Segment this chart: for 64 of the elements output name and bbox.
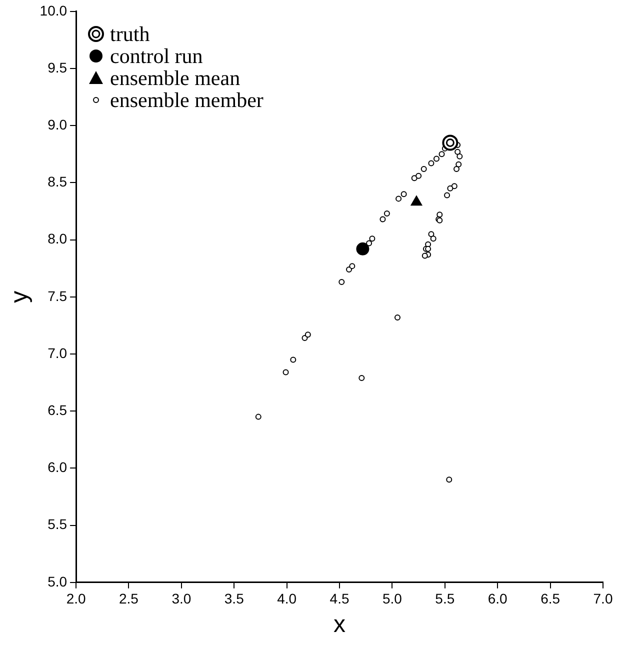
- point: [304, 332, 311, 338]
- y-tick-label: 9.0: [48, 116, 68, 132]
- point: [438, 151, 445, 158]
- y-tick-label: 5.0: [48, 573, 68, 590]
- point: [428, 231, 434, 238]
- point: [436, 212, 443, 218]
- x-tick-label: 4.0: [277, 590, 297, 607]
- x-tick-label: 4.5: [330, 590, 350, 607]
- point: [447, 185, 454, 192]
- x-tick-label: 3.0: [172, 590, 192, 607]
- point: [420, 166, 427, 172]
- x-tick-label: 6.0: [488, 590, 508, 607]
- x-tick-label: 6.5: [540, 590, 560, 607]
- point: [400, 191, 407, 198]
- point: [456, 161, 462, 168]
- x-tick-label: 2.0: [66, 590, 86, 607]
- x-tick-label: 3.5: [224, 590, 244, 607]
- point: [282, 369, 289, 376]
- y-tick-label: 8.0: [48, 230, 68, 247]
- point: [394, 314, 400, 320]
- point: [428, 160, 434, 166]
- point: [425, 246, 432, 252]
- point: [446, 476, 452, 483]
- point: [411, 175, 418, 182]
- point: [346, 266, 352, 272]
- point: [384, 210, 390, 217]
- point: [369, 236, 376, 242]
- point: [422, 252, 428, 259]
- y-tick-label: 7.0: [48, 344, 68, 361]
- point: [396, 196, 402, 202]
- point: [356, 242, 370, 256]
- point: [444, 192, 450, 198]
- legend-label: truth: [110, 22, 150, 46]
- point: [290, 356, 296, 363]
- legend-label: control run: [110, 44, 203, 68]
- point: [410, 196, 422, 206]
- y-tick-label: 6.5: [48, 402, 68, 418]
- x-tick-label: 5.5: [435, 590, 455, 607]
- point: [442, 134, 458, 151]
- x-axis-title: x: [334, 611, 346, 638]
- point: [358, 374, 365, 381]
- x-tick-label: 5.0: [382, 590, 402, 607]
- legend-label: ensemble mean: [110, 66, 240, 90]
- y-tick-label: 7.5: [48, 288, 68, 304]
- y-tick-label: 9.5: [48, 59, 68, 76]
- point: [416, 172, 422, 179]
- y-tick-label: 10.0: [40, 2, 68, 18]
- point: [338, 279, 345, 286]
- point: [454, 166, 460, 172]
- x-tick-label: 7.0: [593, 590, 613, 607]
- point: [255, 414, 262, 420]
- y-tick-label: 6.0: [48, 459, 68, 476]
- point: [349, 263, 356, 270]
- point: [456, 153, 463, 160]
- point: [380, 216, 386, 222]
- y-axis-title: y: [6, 290, 34, 303]
- point: [433, 156, 440, 162]
- legend-label: ensemble member: [110, 88, 264, 112]
- point: [430, 236, 436, 242]
- point: [454, 148, 461, 155]
- x-tick-label: 2.5: [119, 590, 139, 607]
- point: [451, 183, 458, 190]
- y-tick-label: 5.5: [48, 516, 68, 532]
- y-tick-label: 8.5: [48, 174, 68, 190]
